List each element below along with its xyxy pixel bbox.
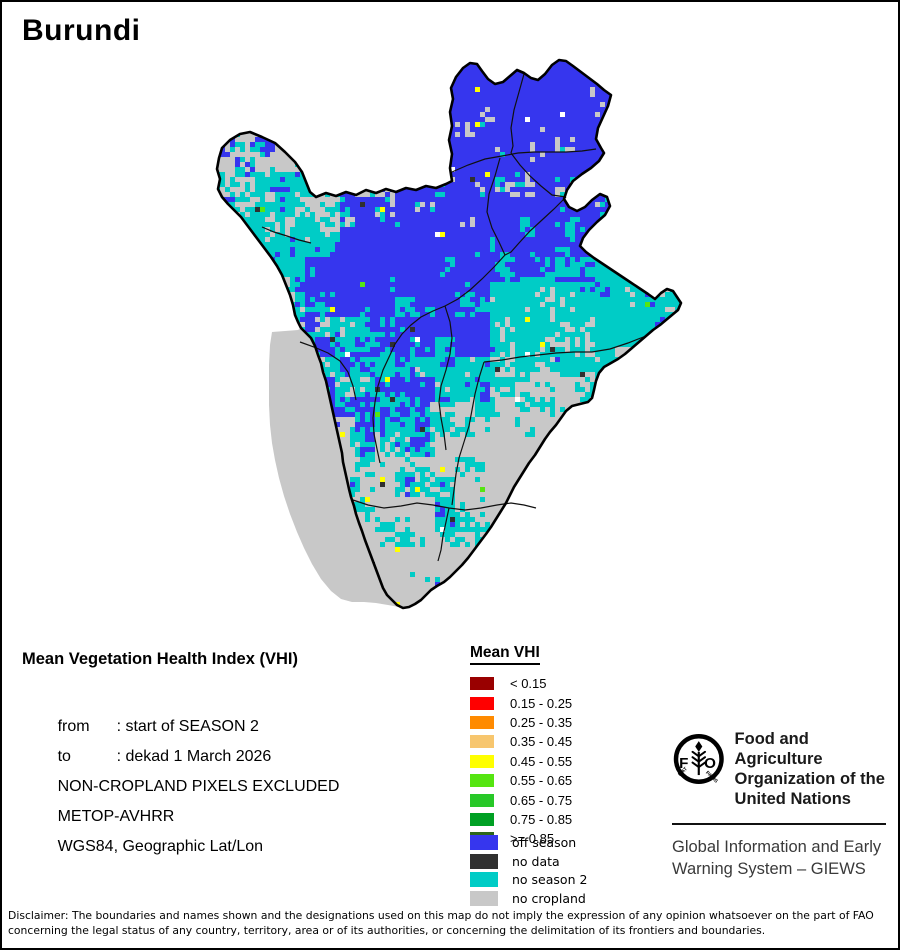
legend-color-swatch [470,872,498,888]
legend-row: 0.65 - 0.75 [470,790,572,809]
legend-color-swatch [470,834,498,850]
page-title: Burundi [22,14,141,47]
info-row-value: METOP-AVHRR [57,808,175,825]
legend-row: 0.35 - 0.45 [470,732,572,751]
info-row-value: WGS84, Geographic Lat/Lon [57,838,264,855]
legend-row: < 0.15 [470,674,572,693]
legend-color-swatch [470,853,498,869]
raster-pixels [217,60,681,608]
legend-row: 0.15 - 0.25 [470,693,572,712]
fao-org-name: Food and Agriculture Organization of the… [735,729,888,809]
legend-label: no cropland [512,890,586,906]
legend-label: 0.45 - 0.55 [510,753,573,769]
vhi-legend-rows: < 0.15 0.15 - 0.25 0.25 - 0.35 0.35 - 0.… [470,674,572,849]
disclaimer-text: Disclaimer: The boundaries and names sho… [8,909,874,937]
legend-label: 0.75 - 0.85 [510,811,573,827]
fao-org-line: Organization of the [734,770,885,788]
fao-divider [672,823,886,825]
legend-row: 0.45 - 0.55 [470,752,572,771]
legend-label: no data [512,853,560,869]
legend-label: >= 0.85 [510,831,555,847]
info-row: NON-CROPLAND PIXELS EXCLUDED [22,742,340,795]
wheat-ear-icon [691,750,707,769]
legend-row: no season 2 [470,870,587,889]
fao-org-line: United Nations [734,790,851,808]
fao-motto-fiat: FIAT [677,766,689,778]
legend-label: 0.65 - 0.75 [510,792,573,808]
lake-tanganyika-shape [269,328,399,607]
legend-label: 0.55 - 0.65 [510,773,573,789]
legend-color-swatch [470,774,494,788]
legend-color-swatch [470,754,494,768]
info-rows: from : start of SEASON 2 to : dekad 1 Marc… [22,682,340,855]
legend-label: no season 2 [512,872,588,888]
info-row-value: NON-CROPLAND PIXELS EXCLUDED [57,778,340,795]
legend-row: no data [470,852,587,871]
legend-color-swatch [470,696,494,710]
fao-letter-f: F [679,755,688,772]
legend-row: 0.75 - 0.85 [470,810,572,829]
fao-logo: F O FIAT PANIS [673,734,724,785]
map-info-block: Mean Vegetation Health Index (VHI) from:… [22,650,340,855]
legend-row: 0.55 - 0.65 [470,771,572,790]
info-row-label: from [57,718,90,735]
fao-org-line: Food and Agriculture [734,730,823,768]
legend-label: 0.35 - 0.45 [510,734,573,750]
legend-label: 0.25 - 0.35 [510,714,573,730]
legend-label: < 0.15 [510,676,547,692]
legend-color-swatch [470,715,494,729]
info-row: from : start of SEASON 2 [22,682,339,735]
vhi-legend: Mean VHI < 0.15 0.15 - 0.25 0.25 - 0.35 … [470,644,572,849]
vhi-legend-title: Mean VHI [470,644,540,665]
info-row-label: to [57,748,71,765]
legend-color-swatch [470,735,494,749]
country-border [215,58,683,610]
info-row: to : dekad 1 March 2026 [22,712,339,765]
legend-label: 0.15 - 0.25 [510,695,573,711]
giews-line: Global Information and Early [672,838,882,856]
legend-color-swatch [470,890,498,906]
legend-label: off season [512,834,577,850]
legend-row: 0.25 - 0.35 [470,713,572,732]
legend-color-swatch [470,793,494,807]
fao-letter-o: O [704,755,716,772]
fao-block: F O FIAT PANIS Food and Agriculture Orga… [672,729,888,880]
status-legend: off season no data no season 2 no cropla… [470,833,587,908]
info-row-value: : dekad 1 March 2026 [116,748,272,765]
info-heading: Mean Vegetation Health Index (VHI) [22,650,298,668]
legend-row: off season [470,833,587,852]
giews-title: Global Information and Early Warning Sys… [672,836,888,880]
legend-row: no cropland [470,889,587,908]
legend-color-swatch [470,812,494,826]
legend-color-swatch [470,677,494,691]
info-row-value: : start of SEASON 2 [116,718,259,735]
province-boundaries [261,73,647,562]
info-row: METOP-AVHRR [22,772,339,825]
info-row: WGS84, Geographic Lat/Lon [22,802,339,855]
giews-line: Warning System – GIEWS [672,860,866,878]
